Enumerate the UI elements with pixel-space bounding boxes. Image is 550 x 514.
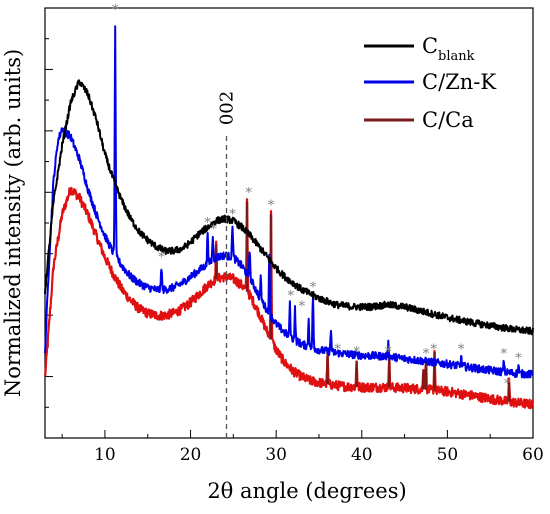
legend-sub-c-blank: blank [438,49,475,64]
x-tick-label: 40 [351,445,373,465]
asterisk-marker: * [229,207,236,222]
reference-line-layer: 002 [217,91,238,438]
asterisk-marker: * [458,343,465,358]
x-axis-title: 2θ angle (degrees) [207,479,406,503]
legend-label-c-ca: C/Ca [422,108,474,132]
asterisk-marker: * [423,347,430,362]
legend: C blank C/Zn-K C/Ca [364,34,496,132]
asterisk-marker: * [158,250,165,265]
legend-label-c-zn-k: C/Zn-K [422,70,496,94]
asterisk-marker: * [310,280,317,295]
series-c-zn-k [44,25,534,379]
y-axis-title: Normalized intensity (arb. units) [1,49,25,397]
asterisk-marker: * [501,347,508,362]
asterisk-marker: * [353,345,360,360]
asterisk-marker: * [246,186,253,201]
asterisk-marker: * [287,289,294,304]
asterisk-marker: * [112,3,119,18]
asterisk-marker: * [204,216,211,231]
x-tick-label: 50 [437,445,459,465]
asterisk-marker: * [210,222,217,237]
x-tick-label: 10 [94,445,116,465]
x-tick-label: 30 [265,445,287,465]
x-tick-label: 20 [180,445,202,465]
series-c-ca [43,186,535,410]
x-tick-label: 60 [522,445,544,465]
asterisk-marker: * [385,345,392,360]
asterisk-marker: * [430,343,437,358]
legend-label-c-blank: C [422,34,438,58]
asterisk-markers: *** ******** * * * * * * ** [112,3,522,392]
plot-area: 10 20 30 40 50 60 002 *** ******** * * * * * * ** [43,3,544,465]
asterisk-marker: * [268,199,275,214]
series-layer [43,25,535,410]
series-c-blank [44,79,534,336]
asterisk-marker: * [335,343,342,358]
asterisk-marker: * [515,351,522,366]
x-axis-ticks: 10 20 30 40 50 60 [61,430,544,465]
reference-line-label: 002 [217,91,238,125]
asterisk-marker: * [504,377,511,392]
asterisk-marker: * [299,300,306,315]
